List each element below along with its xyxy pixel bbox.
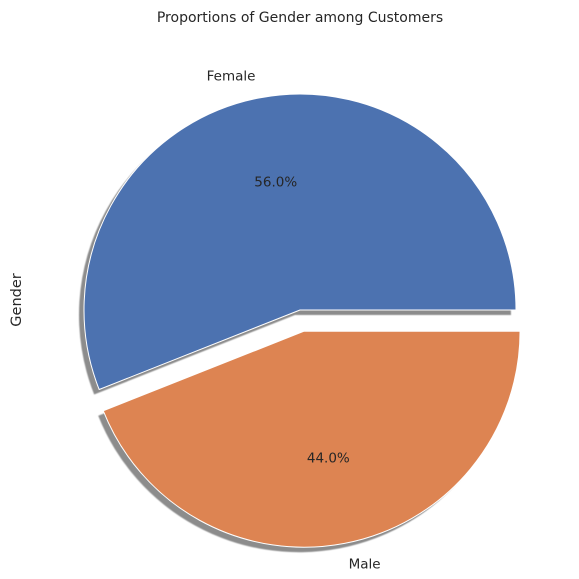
pie-labels: Female 56.0% Male 44.0% xyxy=(207,69,381,573)
percent-label-male: 44.0% xyxy=(307,451,350,467)
slice-label-female: Female xyxy=(207,69,256,85)
pie-slice-male xyxy=(102,330,521,548)
pie-slice-female xyxy=(83,93,517,391)
y-axis-label: Gender xyxy=(9,273,25,326)
percent-label-female: 56.0% xyxy=(254,175,297,191)
pie-slices xyxy=(83,93,521,548)
chart-title: Proportions of Gender among Customers xyxy=(157,10,443,26)
slice-label-male: Male xyxy=(349,557,381,573)
